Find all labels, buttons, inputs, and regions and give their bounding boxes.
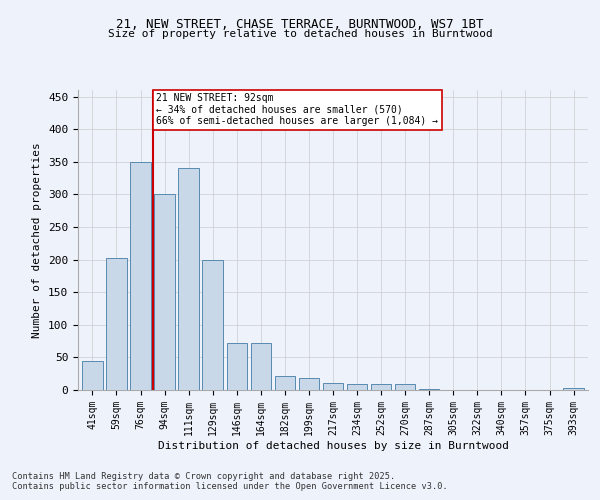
Bar	[251, 343, 271, 390]
X-axis label: Distribution of detached houses by size in Burntwood: Distribution of detached houses by size …	[157, 440, 509, 450]
Bar	[130, 162, 151, 390]
Bar	[323, 384, 343, 390]
Bar	[563, 388, 584, 390]
Bar	[178, 168, 199, 390]
Bar	[227, 343, 247, 390]
Bar	[154, 194, 175, 390]
Text: 21 NEW STREET: 92sqm
← 34% of detached houses are smaller (570)
66% of semi-deta: 21 NEW STREET: 92sqm ← 34% of detached h…	[156, 94, 438, 126]
Bar	[395, 384, 415, 390]
Bar	[82, 360, 103, 390]
Bar	[299, 378, 319, 390]
Bar	[371, 384, 391, 390]
Bar	[275, 376, 295, 390]
Bar	[347, 384, 367, 390]
Bar	[202, 260, 223, 390]
Text: Contains public sector information licensed under the Open Government Licence v3: Contains public sector information licen…	[12, 482, 448, 491]
Text: 21, NEW STREET, CHASE TERRACE, BURNTWOOD, WS7 1BT: 21, NEW STREET, CHASE TERRACE, BURNTWOOD…	[116, 18, 484, 30]
Y-axis label: Number of detached properties: Number of detached properties	[32, 142, 43, 338]
Text: Contains HM Land Registry data © Crown copyright and database right 2025.: Contains HM Land Registry data © Crown c…	[12, 472, 395, 481]
Text: Size of property relative to detached houses in Burntwood: Size of property relative to detached ho…	[107, 29, 493, 39]
Bar	[106, 258, 127, 390]
